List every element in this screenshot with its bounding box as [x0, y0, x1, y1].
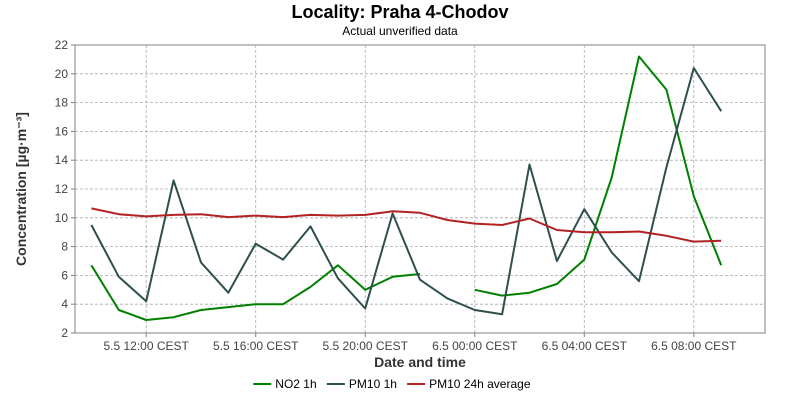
series-line — [90, 264, 421, 321]
y-axis-label: Concentration [µg·m⁻³] — [13, 112, 29, 266]
x-tick-label: 6.5 08:00 CEST — [651, 339, 737, 353]
series-1 — [90, 67, 723, 316]
y-tick-label: 8 — [61, 240, 68, 254]
x-tick-labels: 5.5 12:00 CEST 5.5 16:00 CEST 5.5 20:00 CE… — [103, 333, 737, 353]
y-tick-label: 10 — [55, 211, 69, 225]
x-tick-label: 5.5 20:00 CEST — [323, 339, 409, 353]
series-line — [90, 67, 723, 316]
y-tick-label: 16 — [55, 124, 69, 138]
y-tick-label: 14 — [55, 153, 69, 167]
y-tick-label: 4 — [61, 297, 68, 311]
legend-label: PM10 1h — [349, 377, 397, 391]
chart-subtitle: Actual unverified data — [342, 24, 458, 38]
series-2 — [91, 207, 722, 243]
y-tick-label: 20 — [55, 67, 69, 81]
x-tick-label: 5.5 12:00 CEST — [103, 339, 189, 353]
series-line — [91, 207, 722, 243]
chart-title: Locality: Praha 4-Chodov — [291, 2, 508, 22]
grid-lines — [75, 45, 765, 333]
y-tick-label: 2 — [61, 326, 68, 340]
x-tick-label: 5.5 16:00 CEST — [213, 339, 299, 353]
y-tick-label: 22 — [55, 38, 69, 52]
x-tick-label: 6.5 04:00 CEST — [542, 339, 628, 353]
legend-label: NO2 1h — [275, 377, 316, 391]
series-line — [474, 55, 723, 297]
legend-label: PM10 24h average — [429, 377, 531, 391]
y-tick-label: 12 — [55, 182, 69, 196]
y-tick-label: 6 — [61, 268, 68, 282]
x-axis-label: Date and time — [374, 354, 466, 370]
y-tick-labels: 2 4 6 8 10 12 14 16 18 20 22 — [55, 38, 75, 340]
y-tick-label: 18 — [55, 96, 69, 110]
x-tick-label: 6.5 00:00 CEST — [432, 339, 518, 353]
series-lines — [90, 55, 723, 321]
legend: NO2 1h PM10 1h PM10 24h average — [253, 377, 531, 391]
series-0 — [90, 55, 723, 321]
